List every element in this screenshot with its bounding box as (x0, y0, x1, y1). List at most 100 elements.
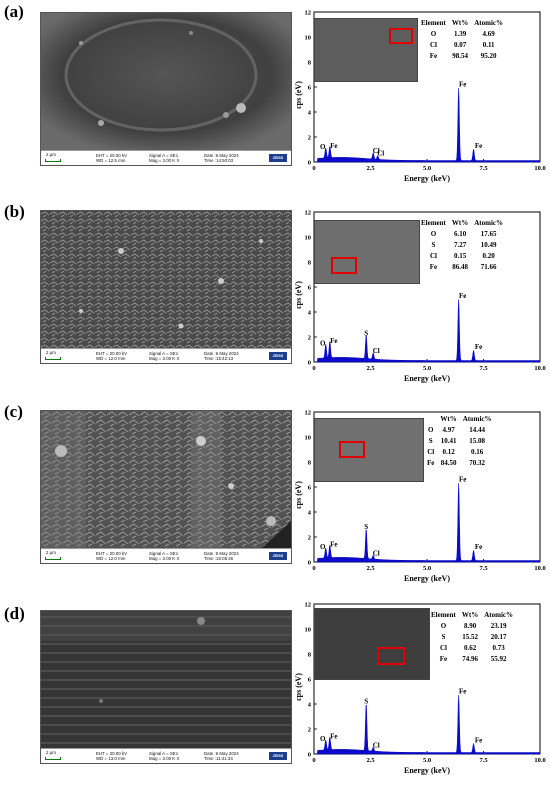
zeiss-logo: ZEISS (269, 752, 287, 760)
x-tick-label: 2.5 (366, 757, 375, 764)
cell: 55.92 (490, 655, 507, 663)
panel-label: (d) (4, 604, 25, 623)
x-tick-label: 10.0 (534, 565, 545, 572)
peak-label: Fe (330, 733, 337, 741)
eht-label: EHT = 20.00 kV (96, 551, 128, 556)
inset-sem-image (314, 18, 418, 82)
peak-label: Cl (373, 741, 380, 749)
x-tick-label: 0 (312, 565, 315, 572)
scale-label: 2 µm (46, 750, 56, 755)
peak-label: Fe (475, 142, 482, 150)
peak-label: S (364, 523, 368, 531)
mag-label: Mag = 3.00 K X (149, 556, 180, 561)
eds-chart: 0 2 4 6 8 10 12 0 2.5 5.0 7.5 10.0 Energy (keV) cps (… (294, 409, 546, 583)
cell: 23.19 (490, 622, 507, 630)
sem-databar: 2 µm EHT = 20.00 kV WD = 12.0 mm Signal … (41, 548, 291, 563)
cell: 1.39 (453, 30, 467, 38)
table-row: O 4.97 14.44 (424, 425, 495, 436)
cell: 98.54 (452, 52, 468, 60)
panel-b: (b) 2 µm EHT = 20.00 kV WD = 12.0 mm Sig… (0, 200, 550, 390)
cell: 84.50 (440, 459, 457, 467)
y-tick-label: 4 (308, 701, 312, 708)
cell: S (431, 241, 436, 249)
x-tick-label: 2.5 (366, 565, 375, 572)
wd-label: WD = 13.0 mm (96, 756, 126, 761)
peak-label: O (320, 339, 326, 347)
col-header: Atomic% (462, 415, 492, 423)
time-label: Time :15:42:13 (204, 356, 234, 361)
y-tick-label: 0 (308, 359, 311, 366)
table-row: O 6.10 17.65 (418, 229, 506, 240)
x-axis-label: Energy (keV) (404, 174, 450, 183)
col-header: Wt% (440, 415, 457, 423)
cell: O (430, 230, 437, 238)
peak-label: Cl (373, 347, 380, 355)
col-header: Atomic% (474, 19, 504, 27)
y-tick-label: 8 (308, 651, 312, 658)
y-tick-label: 10 (305, 626, 312, 633)
table-row: S 15.52 20.17 (428, 632, 516, 643)
table-row: Fe 74.96 55.92 (428, 654, 516, 665)
cell: 4.97 (442, 426, 455, 434)
x-tick-label: 10.0 (534, 365, 545, 372)
y-tick-label: 0 (308, 751, 311, 758)
col-header: Atomic% (484, 611, 514, 619)
time-label: Time :16:05:46 (204, 556, 234, 561)
cell: O (427, 426, 434, 434)
cell: 20.17 (490, 633, 507, 641)
sem-texture (41, 611, 291, 749)
peak-label: O (320, 735, 326, 743)
peak-label: Fe (330, 142, 337, 150)
scale-bar (45, 357, 61, 360)
inset-sem-image (314, 418, 424, 482)
composition-table: Element Wt% Atomic% O 6.10 17.65 S 7.27 … (418, 218, 506, 273)
col-header: Wt% (461, 611, 479, 619)
peak-label: Fe (330, 337, 337, 345)
cell: O (430, 30, 437, 38)
panel-label: (a) (4, 2, 24, 21)
peak-label: Cl (373, 549, 380, 557)
cell: 14.44 (469, 426, 485, 434)
cell: O (440, 622, 447, 630)
peak-label: Fe (459, 292, 466, 300)
x-tick-label: 0 (312, 757, 315, 764)
y-tick-label: 4 (308, 509, 312, 516)
signal-label: Signal A = SE1 (149, 153, 179, 158)
y-tick-label: 0 (308, 559, 311, 566)
x-tick-label: 5.0 (423, 365, 431, 372)
sem-databar: 2 µm EHT = 20.00 kV WD = 12.0 mm Signal … (41, 348, 291, 363)
cell: 7.27 (453, 241, 467, 249)
sem-databar: 2 µm EHT = 20.00 kV WD = 12.5 mm Signal … (41, 150, 291, 165)
table-row: Cl 0.15 0.20 (418, 251, 506, 262)
spectrum-line (314, 482, 541, 563)
zeiss-logo: ZEISS (269, 154, 287, 162)
y-tick-label: 12 (305, 9, 312, 16)
cell: 71.66 (480, 263, 497, 271)
cell: Cl (429, 41, 437, 49)
eds-chart: 0 2 4 6 8 10 12 0 2.5 5.0 7.5 10.0 Energy (keV) cps (… (294, 601, 546, 775)
peak-label: Fe (459, 81, 466, 89)
composition-table: Element Wt% Atomic% O 1.39 4.69 Cl 0.07 … (418, 18, 506, 62)
cell: 6.10 (453, 230, 467, 238)
x-axis-label: Energy (keV) (404, 766, 450, 775)
y-tick-label: 4 (308, 309, 312, 316)
analysis-area-box (389, 28, 413, 44)
analysis-area-box (339, 441, 365, 458)
peak-label: O (320, 143, 326, 151)
peak-label: Fe (459, 476, 466, 484)
cell: Fe (429, 52, 438, 60)
cell: 86.48 (452, 263, 468, 271)
peak-label: S (364, 698, 368, 706)
peak-label: Fe (459, 688, 466, 696)
y-tick-label: 0 (308, 159, 311, 166)
peak-label: Fe (330, 541, 337, 549)
panel-label: (b) (4, 202, 25, 221)
y-tick-label: 8 (308, 259, 312, 266)
table-row: Cl 0.12 0.16 (424, 447, 495, 458)
date-label: Date :6 May 2024 (204, 551, 239, 556)
y-tick-label: 6 (308, 676, 312, 683)
cell: 10.41 (440, 437, 457, 445)
x-tick-label: 0 (312, 365, 315, 372)
peak-label: Cl (373, 147, 380, 155)
y-tick-label: 10 (305, 34, 312, 41)
